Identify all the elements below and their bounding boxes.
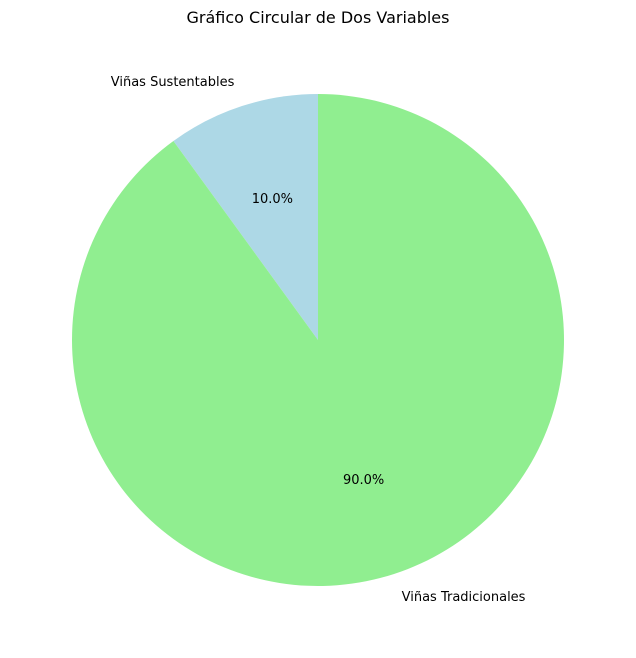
pie-slice-vinas-sustentables (173, 94, 318, 340)
slice-label-vinas-tradicionales: Viñas Tradicionales (402, 590, 526, 605)
slice-pct-vinas-sustentables: 10.0% (252, 192, 293, 207)
chart-title: Gráfico Circular de Dos Variables (187, 8, 450, 27)
pie-slice-vinas-tradicionales (72, 94, 565, 586)
slice-pct-vinas-tradicionales: 90.0% (343, 473, 384, 488)
pie-slices (72, 94, 565, 586)
pie-labels: Viñas Sustentables 10.0% Viñas Tradicional… (111, 75, 526, 605)
slice-label-vinas-sustentables: Viñas Sustentables (111, 75, 235, 90)
